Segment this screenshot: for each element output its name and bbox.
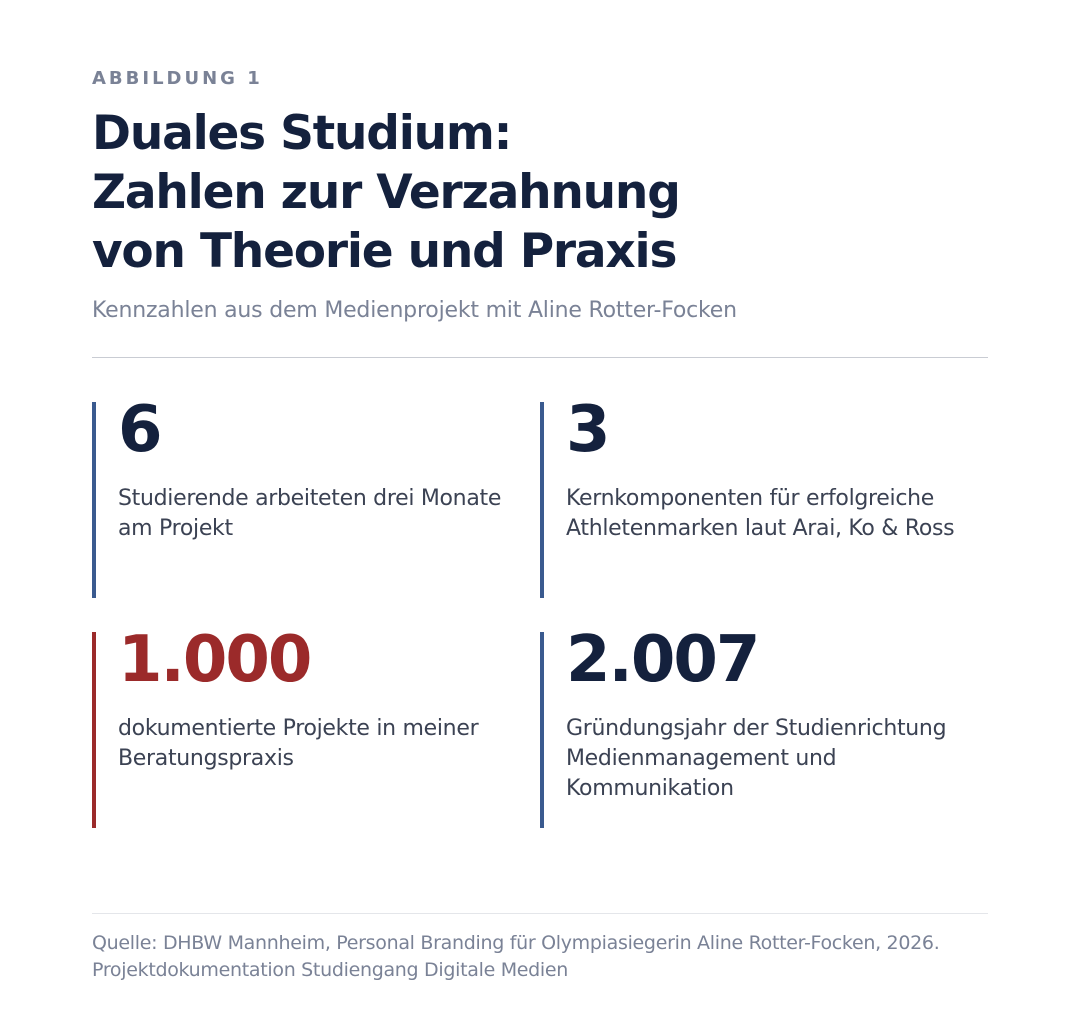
- figure-subtitle: Kennzahlen aus dem Medienprojekt mit Ali…: [92, 298, 737, 323]
- stat-value: 6: [118, 393, 163, 467]
- stat-block-students: 6 Studierende arbeiteten drei Monate am …: [92, 398, 512, 598]
- stat-block-components: 3 Kernkomponenten für erfolgreiche Athle…: [540, 398, 960, 598]
- figure-eyebrow: ABBILDUNG 1: [92, 68, 263, 89]
- stat-description: dokumentierte Projekte in meiner Beratun…: [118, 716, 479, 771]
- source-note: Quelle: DHBW Mannheim, Personal Branding…: [92, 932, 940, 981]
- header-divider: [92, 357, 988, 358]
- stat-value: 2.007: [566, 623, 760, 697]
- stat-block-projects: 1.000 dokumentierte Projekte in meiner B…: [92, 628, 512, 828]
- figure-card: ABBILDUNG 1 Duales Studium: Zahlen zur V…: [92, 0, 988, 1018]
- stat-value: 1.000: [118, 623, 312, 697]
- stat-block-founding-year: 2.007 Gründungsjahr der Studienrichtung …: [540, 628, 960, 828]
- figure-title: Duales Studium: Zahlen zur Verzahnung vo…: [92, 104, 972, 281]
- figure-title-line: Duales Studium:: [92, 106, 512, 161]
- stat-description: Kernkomponenten für erfolgreiche Athlete…: [566, 486, 955, 541]
- stat-description: Studierende arbeiteten drei Monate am Pr…: [118, 486, 502, 541]
- figure-title-line: Zahlen zur Verzahnung: [92, 165, 681, 220]
- stat-value: 3: [566, 393, 611, 467]
- figure-title-line: von Theorie und Praxis: [92, 224, 677, 279]
- footer-divider: [92, 913, 988, 914]
- stat-description: Gründungsjahr der Studienrichtung Medien…: [566, 716, 947, 801]
